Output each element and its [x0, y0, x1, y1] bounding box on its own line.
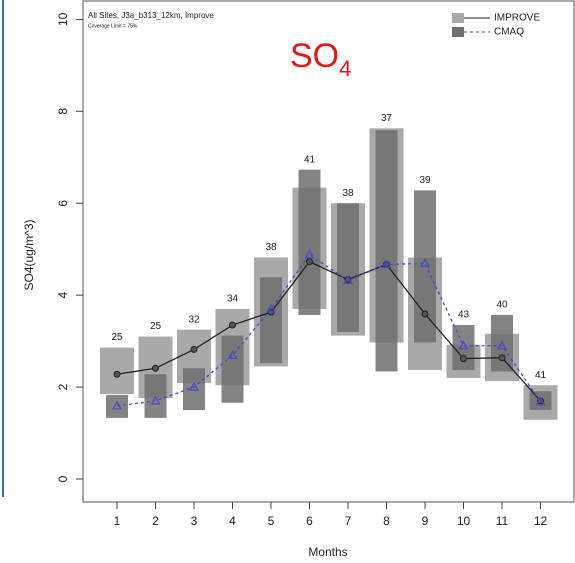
- median-line: [116, 253, 542, 407]
- x-tick-label: 3: [191, 514, 198, 528]
- median-marker: [460, 355, 467, 363]
- count-label: 34: [227, 294, 239, 305]
- count-label: 41: [304, 154, 316, 165]
- median-marker: [152, 364, 159, 372]
- title-sub: 4: [339, 56, 351, 81]
- count-label: 32: [188, 314, 200, 325]
- x-tick-label: 11: [496, 514, 509, 528]
- title-main: SO: [290, 37, 339, 75]
- median-line: [116, 260, 541, 402]
- median-marker: [421, 310, 429, 318]
- x-tick-label: 5: [268, 514, 275, 528]
- x-tick-label: 8: [383, 514, 390, 528]
- x-tick-label: 6: [306, 514, 313, 528]
- median-marker: [227, 350, 238, 359]
- chart-title: SO4: [290, 37, 351, 81]
- median-marker: [496, 340, 508, 350]
- median-marker: [113, 370, 121, 378]
- median-marker: [381, 259, 392, 268]
- count-label: 25: [150, 321, 162, 332]
- legend-label: CMAQ: [494, 27, 524, 38]
- median-marker: [458, 340, 469, 350]
- range-box: [337, 203, 359, 332]
- count-label: 25: [111, 332, 123, 343]
- range-box: [375, 130, 398, 372]
- legend-label: IMPROVE: [494, 13, 540, 24]
- count-label: 41: [535, 370, 547, 381]
- range-box: [183, 368, 205, 411]
- median-marker: [111, 400, 123, 410]
- x-tick-label: 10: [457, 514, 471, 528]
- median-marker: [229, 321, 236, 329]
- count-label: 38: [265, 242, 277, 253]
- y-tick-label: 6: [56, 200, 70, 207]
- y-tick-label: 0: [56, 475, 70, 482]
- range-box: [298, 169, 321, 315]
- x-tick-label: 4: [229, 514, 236, 528]
- count-label: 40: [496, 300, 508, 311]
- x-axis-label: Months: [308, 545, 347, 559]
- legend-swatch: [452, 13, 464, 23]
- subtitle: All Sites, J3a_b313_12km, Improve: [88, 11, 214, 20]
- range-box: [452, 325, 475, 371]
- plot-border: [82, 0, 575, 503]
- y-tick-label: 8: [56, 108, 70, 115]
- median-marker: [306, 258, 313, 266]
- count-label: 43: [458, 310, 470, 321]
- y-tick-label: 10: [56, 12, 70, 26]
- range-box: [221, 335, 244, 403]
- legend-swatch: [452, 27, 464, 37]
- range-box: [260, 277, 282, 364]
- range-box: [106, 394, 128, 418]
- y-tick-label: 4: [56, 292, 70, 299]
- note: Coverage Limit = 75%: [88, 23, 138, 29]
- y-axis-label: SO4(ug/m^3): [22, 220, 36, 291]
- x-tick-label: 1: [114, 514, 121, 528]
- median-marker: [498, 354, 506, 362]
- median-marker: [535, 396, 546, 406]
- count-label: 39: [419, 175, 431, 186]
- median-marker: [190, 345, 198, 353]
- x-tick-label: 2: [152, 514, 159, 528]
- x-tick-label: 9: [422, 514, 429, 528]
- median-marker: [265, 303, 277, 313]
- median-marker: [342, 275, 354, 285]
- range-box: [491, 314, 513, 372]
- x-tick-label: 12: [534, 514, 548, 528]
- y-tick-label: 2: [56, 383, 70, 390]
- count-label: 37: [381, 113, 393, 124]
- median-marker: [188, 381, 200, 391]
- median-marker: [304, 249, 315, 259]
- x-tick-label: 7: [345, 514, 352, 528]
- median-marker: [150, 395, 161, 405]
- median-marker: [419, 258, 431, 268]
- count-label: 38: [342, 188, 354, 199]
